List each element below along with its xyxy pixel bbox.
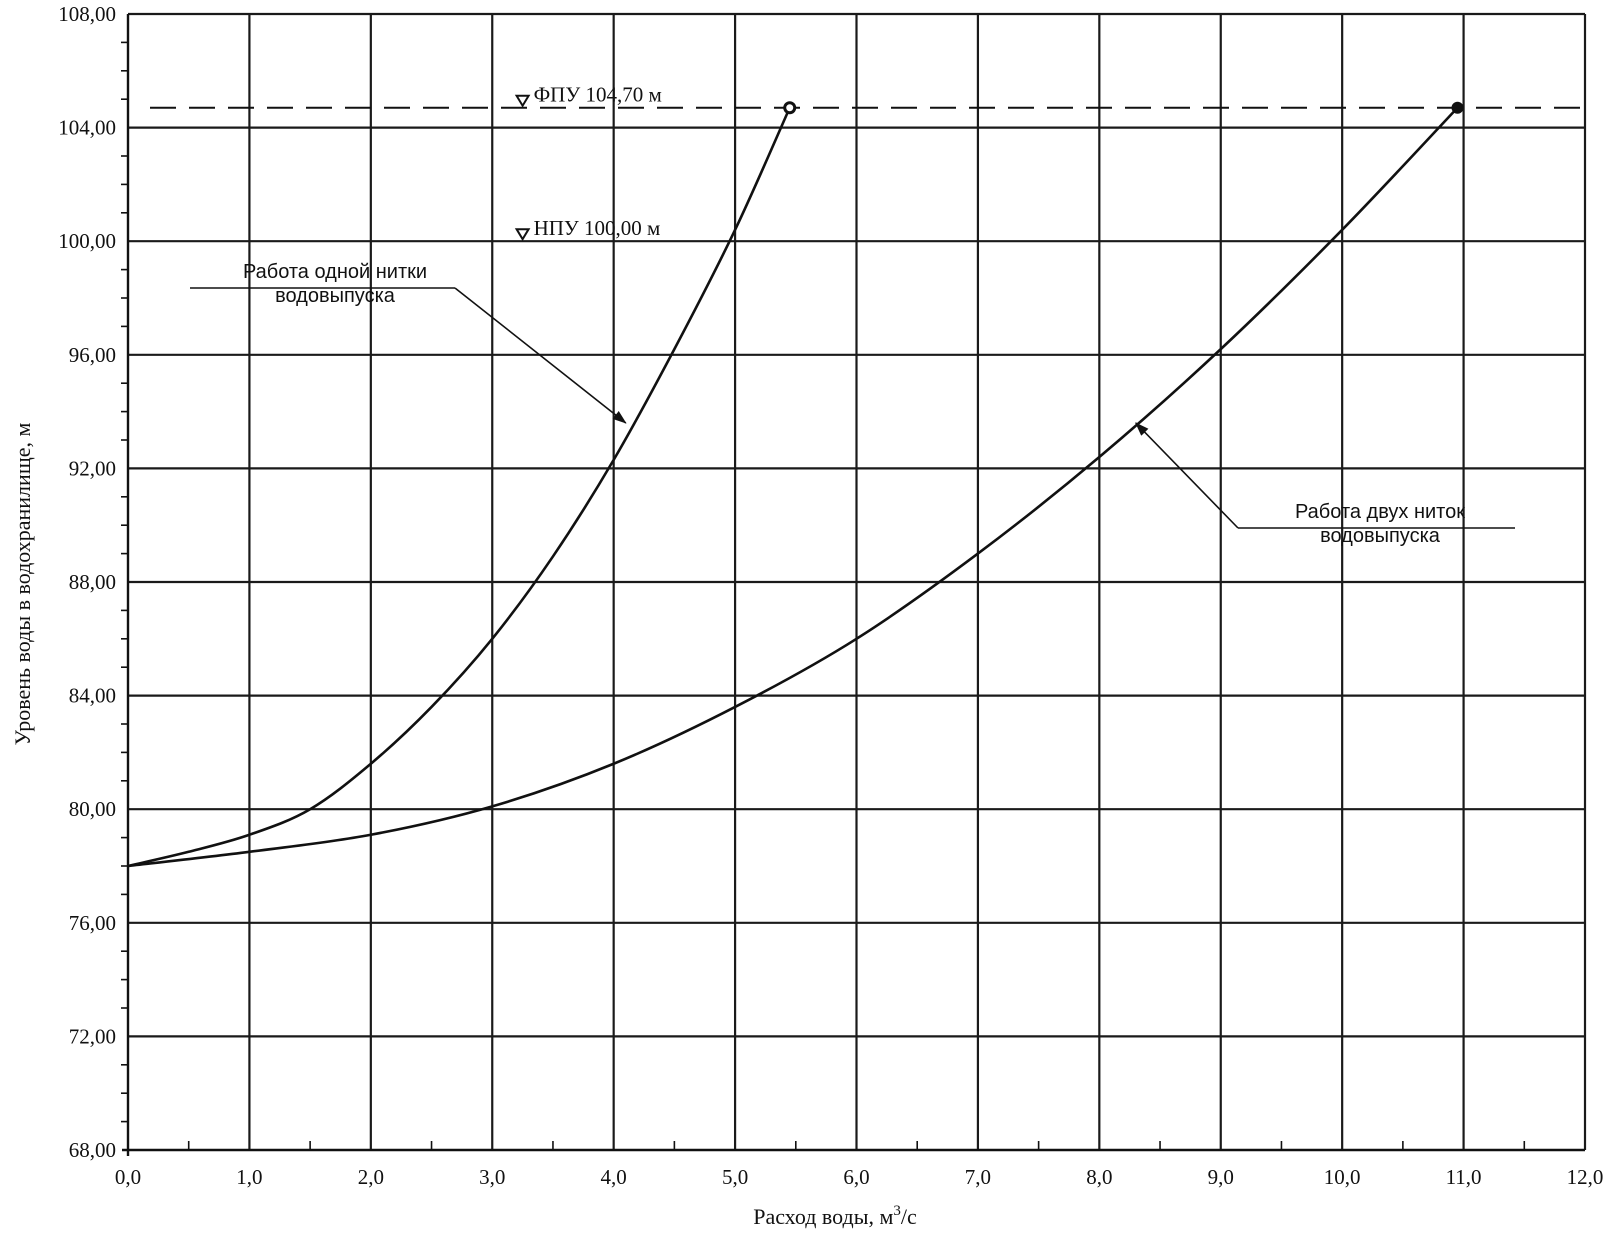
reference-label: ФПУ 104,70 м (534, 83, 662, 107)
x-tick-label: 10,0 (1324, 1165, 1361, 1189)
axes (122, 14, 1585, 1156)
x-tick-label: 11,0 (1446, 1165, 1482, 1189)
y-tick-label: 108,00 (58, 2, 116, 26)
x-axis-title-superscript: 3 (893, 1203, 901, 1219)
y-tick-label: 100,00 (58, 229, 116, 253)
x-tick-label: 3,0 (479, 1165, 505, 1189)
y-tick-label: 72,00 (69, 1024, 116, 1048)
y-tick-label: 96,00 (69, 343, 116, 367)
x-tick-label: 12,0 (1567, 1165, 1604, 1189)
series-line-1 (127, 107, 791, 868)
x-tick-labels: 0,0 1,0 2,0 3,0 4,0 5,0 6,0 7,0 8,0 9,0 10,0 11,0 12… (115, 1165, 1604, 1189)
annotation-label-line-1: Работа двух ниток (1295, 501, 1465, 523)
y-tick-label: 104,00 (58, 116, 116, 140)
annotation-label-line-1: Работа одной нитки (243, 261, 427, 283)
minor-ticks (121, 41, 1526, 1150)
x-axis-title: Расход воды, м3/с (753, 1203, 917, 1229)
series-end-point-2 (1451, 101, 1464, 114)
y-tick-label: 68,00 (69, 1138, 116, 1162)
x-tick-label: 8,0 (1086, 1165, 1112, 1189)
level-marker-triangle (514, 94, 531, 108)
grid (128, 12, 1587, 1150)
annotation-label-line-2: водовыпуска (1320, 525, 1441, 547)
reference-label: НПУ 100,00 м (534, 216, 661, 240)
annotation-label-line-2: водовыпуска (275, 285, 396, 307)
y-tick-label: 76,00 (69, 911, 116, 935)
y-tick-label: 88,00 (69, 570, 116, 594)
x-tick-label: 1,0 (236, 1165, 262, 1189)
y-axis-title: Уровень воды в водохранилище, м (10, 422, 35, 745)
x-tick-label: 4,0 (601, 1165, 627, 1189)
x-tick-label: 5,0 (722, 1165, 748, 1189)
y-tick-label: 84,00 (69, 684, 116, 708)
y-tick-label: 92,00 (69, 456, 116, 480)
annotation-arrow (454, 287, 627, 424)
x-tick-label: 6,0 (843, 1165, 869, 1189)
y-tick-label: 80,00 (69, 797, 116, 821)
x-tick-label: 2,0 (358, 1165, 384, 1189)
x-axis-title-suffix: /с (901, 1204, 917, 1229)
series (127, 101, 1464, 868)
reference-lines: ФПУ 104,70 м НПУ 100,00 м (150, 83, 1585, 242)
x-tick-label: 9,0 (1208, 1165, 1234, 1189)
x-axis-title-main: Расход воды, м (753, 1204, 893, 1229)
series-line-2 (127, 106, 1459, 868)
annotation-arrow (1135, 422, 1239, 529)
level-marker-triangle (514, 228, 531, 242)
y-tick-labels: 68,00 72,00 76,00 80,00 84,00 88,00 92,00 96,00… (58, 2, 116, 1162)
series-end-point-1 (783, 101, 797, 115)
x-tick-label: 7,0 (965, 1165, 991, 1189)
x-tick-label: 0,0 (115, 1165, 141, 1189)
